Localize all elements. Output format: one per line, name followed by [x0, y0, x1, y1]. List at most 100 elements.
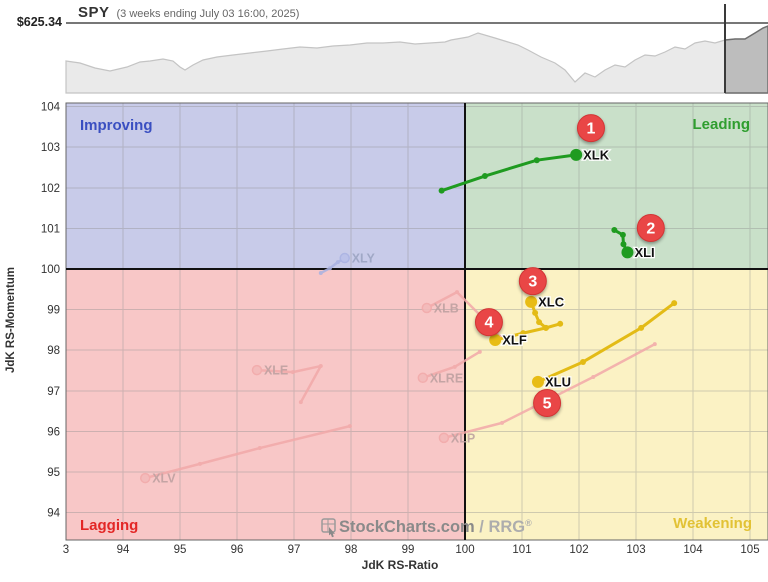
- tail-point: [257, 446, 262, 451]
- rank-badge-number: 5: [543, 395, 552, 412]
- symbol-label-XLF[interactable]: XLF: [501, 331, 528, 349]
- x-tick-label: 3: [63, 544, 69, 556]
- quadrant-label-leading: Leading: [692, 116, 750, 133]
- y-tick-label: 98: [47, 345, 60, 357]
- symbol-dot-XLI[interactable]: [621, 246, 634, 259]
- symbol-label-XLE[interactable]: XLE: [264, 364, 288, 378]
- quadrant-leading: [465, 103, 768, 269]
- y-tick-label: 103: [41, 142, 60, 154]
- plot-border: [65, 102, 768, 541]
- rank-badge-3: 3: [518, 267, 547, 296]
- tail-point: [536, 319, 543, 326]
- stockcharts-watermark: StockCharts.com / RRG®: [321, 518, 532, 538]
- symbol-dot-XLU[interactable]: [531, 375, 544, 388]
- symbol-dot-XLE[interactable]: [251, 364, 263, 376]
- tail-point: [438, 187, 445, 194]
- quadrant-label-improving: Improving: [80, 117, 153, 134]
- rank-badge-5: 5: [533, 388, 562, 417]
- symbol-dot-XLRE[interactable]: [417, 372, 429, 384]
- symbol-dot-XLY[interactable]: [339, 252, 350, 264]
- symbol-dot-XLB[interactable]: [421, 302, 433, 314]
- symbol-label-XLRE[interactable]: XLRE: [430, 371, 463, 385]
- y-axis-title: JdK RS-Momentum: [5, 266, 17, 374]
- tail-point: [611, 227, 618, 234]
- tail-point: [335, 260, 340, 265]
- symbol-label-XLV[interactable]: XLV: [152, 472, 176, 486]
- tail-point: [638, 324, 645, 331]
- x-tick-label: 105: [740, 544, 759, 556]
- tail-XLF: XLF: [489, 320, 564, 349]
- tail-XLV: XLV: [139, 424, 352, 486]
- symbol-label-XLC[interactable]: XLC: [537, 293, 566, 311]
- rank-badge-number: 2: [646, 220, 655, 237]
- tail-point: [619, 231, 626, 238]
- spy-sparkline: [65, 4, 768, 94]
- tail-XLRE: XLRE: [417, 349, 482, 385]
- y-tick-label: 100: [41, 264, 60, 276]
- x-tick-label: 96: [231, 544, 244, 556]
- tail-XLE: XLE: [251, 364, 323, 405]
- symbol-label-XLB[interactable]: XLB: [434, 301, 459, 315]
- x-tick-label: 95: [174, 544, 187, 556]
- symbol-label-XLY[interactable]: XLY: [352, 252, 376, 266]
- tail-point: [671, 300, 678, 307]
- symbol-dot-XLK[interactable]: [570, 148, 583, 161]
- symbol-label-XLP[interactable]: XLP: [451, 431, 475, 445]
- tail-XLI: XLI: [611, 227, 656, 262]
- y-tick-label: 99: [47, 305, 60, 317]
- symbol-label-XLI[interactable]: XLI: [633, 244, 656, 262]
- symbol-dot-XLV[interactable]: [139, 472, 151, 484]
- tail-point: [533, 157, 540, 164]
- rank-badge-2: 2: [636, 213, 665, 242]
- x-tick-label: 94: [117, 544, 130, 556]
- tail-point: [318, 364, 323, 369]
- tail-point: [481, 173, 488, 180]
- tail-point: [620, 241, 627, 248]
- spy-symbol: SPY: [78, 4, 110, 21]
- symbol-dot-XLF[interactable]: [489, 334, 502, 347]
- symbol-dot-XLP[interactable]: [438, 432, 450, 444]
- tail-point: [327, 266, 332, 271]
- x-tick-labels: 3 94 95 96 97 98 99 100 101 102 103 104 105: [63, 544, 760, 556]
- tail-XLY: XLY: [318, 252, 376, 276]
- tail-point: [455, 290, 460, 295]
- symbol-label-XLU[interactable]: XLU: [544, 373, 573, 391]
- tail-point: [542, 324, 549, 331]
- spy-subtitle: (3 weeks ending July 03 16:00, 2025): [116, 8, 300, 20]
- quadrant-lagging: [66, 269, 465, 540]
- tail-point: [500, 420, 505, 425]
- x-tick-label: 99: [402, 544, 415, 556]
- symbol-dot-XLC[interactable]: [525, 295, 538, 308]
- rank-badge-number: 4: [484, 315, 493, 332]
- tail-point: [298, 400, 303, 405]
- x-tick-label: 102: [569, 544, 588, 556]
- spy-chart-title: SPY (3 weeks ending July 03 16:00, 2025): [78, 4, 299, 21]
- quadrant-weakening: [465, 269, 768, 540]
- tail-point: [579, 358, 586, 365]
- tail-XLK: XLK: [438, 146, 611, 194]
- x-tick-label: 101: [512, 544, 531, 556]
- y-tick-label: 95: [47, 467, 60, 479]
- y-tick-label: 104: [41, 102, 61, 114]
- rank-badge-number: 1: [587, 121, 596, 138]
- symbol-label-XLK[interactable]: XLK: [582, 146, 611, 164]
- watermark-text: StockCharts.com / RRG®: [339, 518, 532, 536]
- x-tick-label: 103: [626, 544, 645, 556]
- tail-point: [452, 364, 457, 369]
- rank-badge-4: 4: [474, 308, 503, 337]
- x-axis-title: JdK RS-Ratio: [361, 558, 439, 572]
- tail-point: [197, 461, 202, 466]
- y-tick-label: 102: [41, 183, 60, 195]
- tail-point: [477, 349, 482, 354]
- spy-highlight-window: [725, 25, 768, 94]
- rank-badge-number: 3: [528, 274, 537, 291]
- y-tick-label: 97: [47, 386, 60, 398]
- quadrant-label-lagging: Lagging: [80, 517, 138, 534]
- y-tick-labels: 104 103 102 101 100 99 98 97 96 95 94: [41, 102, 61, 520]
- tail-point: [652, 342, 657, 347]
- tail-point: [557, 320, 564, 327]
- tail-point: [591, 374, 596, 379]
- y-tick-label: 96: [47, 426, 60, 438]
